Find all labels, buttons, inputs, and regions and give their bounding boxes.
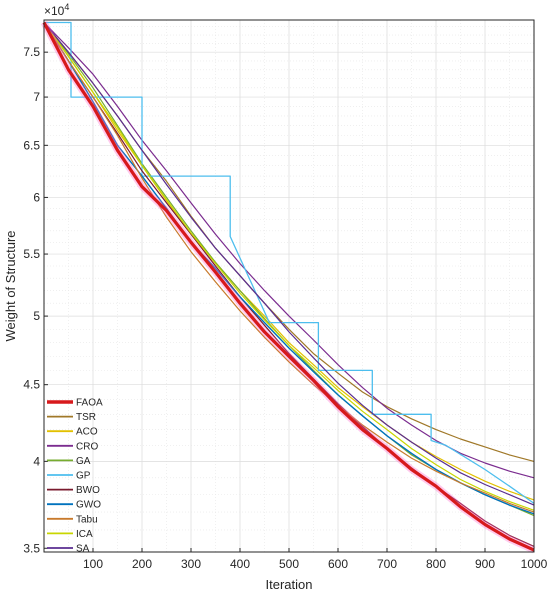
- y-exponent-label: ×104: [44, 2, 69, 18]
- legend-label-faoa: FAOA: [76, 398, 103, 409]
- x-tick-label: 700: [377, 557, 397, 571]
- legend-label-tabu: Tabu: [76, 514, 98, 525]
- y-tick-label: 6: [33, 190, 40, 204]
- x-tick-label: 200: [132, 557, 152, 571]
- legend-label-ga: GA: [76, 456, 91, 467]
- y-exponent-power: 4: [64, 2, 69, 12]
- y-axis-label: Weight of Structure: [3, 230, 18, 341]
- x-tick-label: 800: [426, 557, 446, 571]
- legend-label-cro: CRO: [76, 441, 98, 452]
- x-tick-label: 300: [181, 557, 201, 571]
- legend-label-ica: ICA: [76, 529, 93, 540]
- series-layer: [40, 20, 536, 554]
- y-tick-label: 5: [33, 309, 40, 323]
- legend-label-bwo: BWO: [76, 485, 100, 496]
- x-tick-label: 900: [475, 557, 495, 571]
- legend-label-aco: ACO: [76, 427, 98, 438]
- series-tabu-line: [43, 22, 535, 513]
- series-bwo-line: [43, 22, 535, 547]
- legend-label-tsr: TSR: [76, 412, 96, 423]
- x-tick-label: 100: [83, 557, 103, 571]
- y-tick-label: 6.5: [23, 138, 40, 152]
- x-tick-label: 500: [279, 557, 299, 571]
- legend: FAOA TSR ACO CRO GA GP BWO GWO Tabu ICA SA: [47, 398, 103, 555]
- x-tick-label: 400: [230, 557, 250, 571]
- legend-label-sa: SA: [76, 544, 90, 555]
- y-tick-label: 4.5: [23, 378, 40, 392]
- grid: [44, 20, 534, 552]
- series-faoa-line: [42, 21, 535, 552]
- y-tick-label: 7: [33, 90, 40, 104]
- x-tick-label: 600: [328, 557, 348, 571]
- x-tick-labels: 100 200 300 400 500 600 700 800 900 1000: [83, 548, 548, 571]
- y-tick-label: 5.5: [23, 247, 40, 261]
- y-exponent-base: ×10: [44, 4, 65, 18]
- legend-label-gwo: GWO: [76, 500, 101, 511]
- y-tick-label: 3.5: [23, 541, 40, 555]
- y-tick-labels: 3.5 4 4.5 5 5.5 6 6.5 7 7.5: [23, 45, 48, 555]
- y-tick-label: 4: [33, 454, 40, 468]
- series-gp-line: [44, 21, 535, 504]
- series-aco-line: [43, 22, 535, 501]
- series-sa-line: [43, 22, 535, 506]
- x-axis-label: Iteration: [266, 577, 313, 592]
- x-tick-label: 1000: [521, 557, 548, 571]
- y-tick-label: 7.5: [23, 45, 40, 59]
- series-ica-line: [43, 22, 535, 511]
- legend-label-gp: GP: [76, 471, 91, 482]
